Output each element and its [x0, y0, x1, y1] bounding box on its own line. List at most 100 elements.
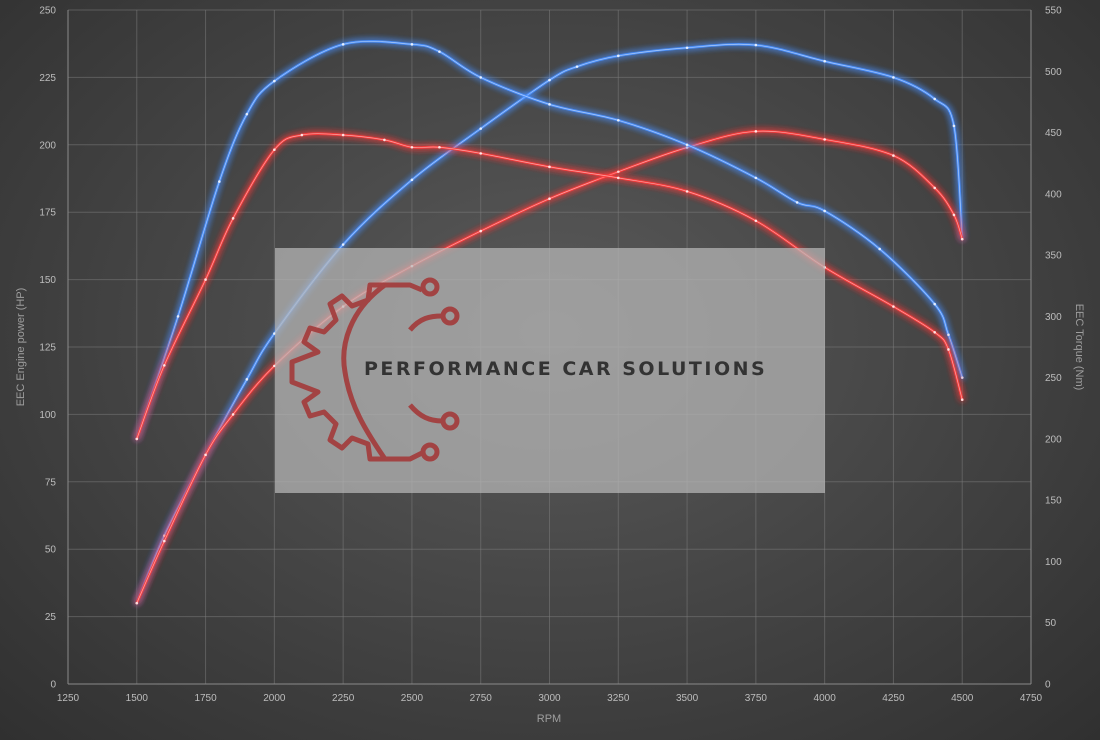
data-point	[410, 145, 414, 149]
y2-tick-label: 150	[1045, 496, 1062, 507]
data-point	[341, 243, 345, 246]
data-point	[933, 186, 936, 190]
data-point	[754, 130, 758, 133]
data-point	[204, 453, 207, 457]
data-point	[685, 46, 689, 50]
data-point	[616, 118, 620, 122]
y-axis-title: EEC Engine power (HP)	[15, 288, 27, 407]
data-point	[204, 278, 207, 281]
y-tick-label: 25	[45, 612, 57, 623]
data-point	[823, 138, 826, 141]
data-point	[548, 103, 551, 106]
data-point	[795, 201, 799, 204]
x-tick-label: 2500	[401, 693, 424, 704]
y2-tick-label: 450	[1045, 128, 1062, 139]
data-point	[947, 348, 950, 351]
data-point	[438, 50, 441, 53]
y-tick-label: 225	[39, 73, 56, 84]
data-point	[479, 152, 483, 155]
data-point	[892, 154, 895, 157]
data-point	[410, 43, 414, 46]
data-point	[341, 43, 345, 46]
data-point	[231, 413, 235, 416]
x-tick-label: 4000	[814, 693, 837, 704]
data-point	[383, 138, 386, 142]
data-point	[616, 54, 620, 58]
y-tick-label: 200	[39, 140, 56, 151]
data-point	[823, 59, 826, 63]
data-point	[754, 219, 758, 223]
y2-tick-label: 250	[1045, 373, 1062, 384]
series-3	[135, 132, 964, 441]
x-tick-label: 3500	[676, 693, 699, 704]
data-point	[933, 302, 936, 306]
y2-tick-label: 0	[1045, 680, 1051, 691]
series-1	[135, 129, 964, 605]
series-2	[135, 40, 964, 441]
x-tick-label: 3750	[745, 693, 768, 704]
data-point	[933, 97, 936, 101]
data-point	[548, 78, 551, 82]
data-point	[163, 534, 166, 538]
data-point	[878, 247, 881, 251]
x-tick-label: 1750	[194, 693, 217, 704]
data-point	[135, 601, 139, 605]
series-line-core	[136, 40, 963, 440]
y-tick-label: 0	[50, 680, 56, 691]
data-point	[245, 112, 249, 116]
data-point	[952, 213, 956, 217]
y-tick-label: 175	[39, 208, 56, 219]
data-point	[754, 176, 758, 180]
data-point	[685, 146, 689, 149]
y-tick-label: 100	[39, 410, 56, 421]
series-0	[135, 42, 964, 605]
data-point	[273, 148, 276, 152]
data-point	[933, 330, 936, 334]
data-point	[479, 76, 483, 79]
data-point	[438, 145, 441, 149]
data-point	[575, 65, 579, 68]
y2-axis-title: EEC Torque (Nm)	[1073, 304, 1085, 391]
x-tick-label: 3250	[607, 693, 630, 704]
x-tick-label: 4750	[1020, 693, 1043, 704]
y2-tick-label: 100	[1045, 557, 1062, 568]
data-point	[616, 176, 620, 180]
data-point	[960, 237, 964, 241]
y2-tick-label: 500	[1045, 67, 1062, 78]
y2-tick-label: 550	[1045, 6, 1062, 17]
data-point	[218, 180, 221, 183]
data-point	[960, 376, 964, 379]
y-tick-label: 50	[45, 545, 57, 556]
grid-lines	[67, 9, 1032, 685]
gear-circuit-icon	[289, 277, 460, 462]
data-point	[960, 398, 964, 401]
data-point	[947, 333, 950, 337]
data-point	[892, 305, 895, 308]
data-point	[273, 79, 276, 83]
data-point	[163, 539, 166, 543]
x-tick-label: 3000	[538, 693, 561, 704]
y2-tick-label: 200	[1045, 434, 1062, 445]
data-point	[231, 217, 235, 220]
x-tick-label: 2250	[332, 693, 355, 704]
y-tick-label: 125	[39, 343, 56, 354]
data-point	[892, 76, 895, 79]
x-axis-title: RPM	[537, 713, 561, 725]
x-tick-label: 1500	[126, 693, 149, 704]
data-point	[616, 170, 620, 174]
y2-tick-label: 400	[1045, 189, 1062, 200]
data-point	[548, 197, 551, 201]
watermark: PERFORMANCE CAR SOLUTIONS	[275, 248, 825, 493]
data-point	[341, 133, 345, 137]
data-point	[823, 209, 826, 213]
y-tick-label: 75	[45, 477, 57, 488]
y2-tick-label: 350	[1045, 251, 1062, 262]
data-point	[952, 124, 956, 128]
x-tick-label: 4250	[882, 693, 905, 704]
data-point	[754, 43, 758, 47]
axes: 1250 1500 1750 2000 2250 2500 2750 3000 3250 3500…	[39, 6, 1062, 705]
x-tick-label: 1250	[57, 693, 80, 704]
data-point	[176, 315, 180, 318]
data-point	[479, 127, 483, 130]
data-point	[685, 190, 689, 193]
